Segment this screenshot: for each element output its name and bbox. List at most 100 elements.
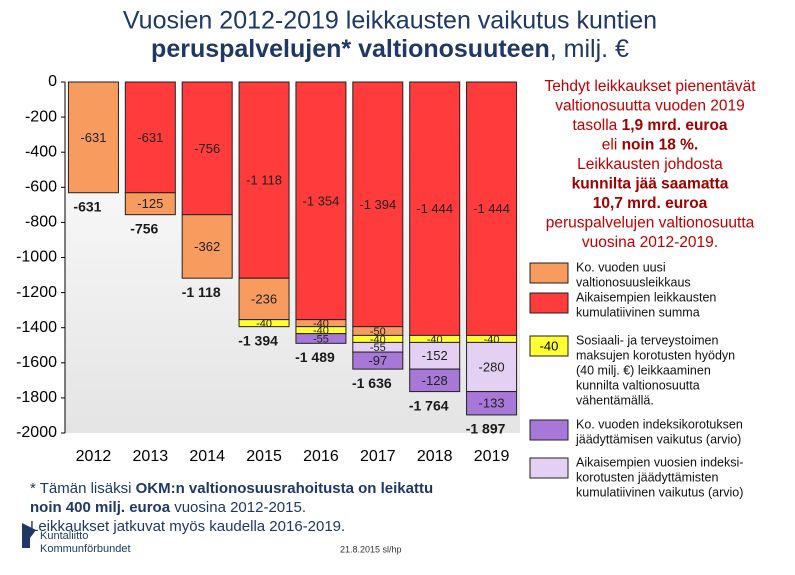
segment-label: -1 118 [246,173,282,188]
legend-label: Ko. vuoden indeksikorotuksen [576,417,743,431]
total-label: -1 118 [182,284,221,300]
bar-segment [67,81,119,194]
legend-swatch [529,457,569,479]
y-tick-label: -800 [25,214,57,231]
text-line: noin 400 milj. euroa vuosina 2012-2015. [30,499,306,516]
text-line: Tehdyt leikkaukset pienentävät [544,78,756,95]
bar-segment [295,81,347,321]
y-tick-label: -600 [25,179,57,196]
y-tick-label: -1400 [16,319,57,336]
legend-label: Ko. vuoden uusi [576,260,666,274]
y-tick-label: -400 [25,143,57,160]
bar-segment [238,81,290,279]
total-label: -1 636 [352,375,392,391]
x-tick-label: 2013 [133,448,169,465]
legend-label: maksujen korotusten hyödyn [576,348,735,362]
text-line: kunnilta jää saamatta [572,176,729,193]
x-tick-label: 2014 [189,448,225,465]
bar-segment [409,81,461,336]
title-bold: peruspalvelujen* valtionosuuteen [151,35,550,63]
segment-label: -1 354 [303,193,340,208]
legend-swatch [529,292,569,314]
y-tick-label: -1000 [16,249,57,266]
text-line: Leikkaukset jatkuvat myös kaudella 2016-… [30,518,345,535]
x-tick-label: 2018 [417,448,453,465]
legend-label: Aikaisempien vuosien indeksi- [576,455,743,469]
legend-label: (40 milj. €) leikkaaminen [576,363,711,377]
legend-label: Aikaisempien leikkausten [576,290,716,304]
bar-segment [181,81,233,216]
plain-text: peruspalvelujen valtionosuutta [546,215,755,232]
segment-label: -55 [370,342,386,354]
segment-label: -1 394 [359,197,396,212]
text-line: Leikkausten johdosta [577,156,723,173]
x-tick-label: 2015 [246,448,282,465]
text-line: tasolla 1,9 mrd. euroa [572,117,727,134]
bar-segment [409,368,461,393]
segment-label: -125 [137,196,163,211]
segment-label: -128 [422,373,448,388]
legend-label: jäädyttämisen vaikutus (arvio) [575,432,741,446]
text-line: eli noin 18 %. [602,137,698,154]
segment-label: -40 [256,318,272,330]
segment-label: -152 [422,348,448,363]
bar-segment [295,333,347,344]
legend-label: kumulatiivinen summa [576,305,700,319]
text-line: * Tämän lisäksi OKM:n valtionosuusrahoit… [30,480,433,497]
y-tick-label: 0 [48,73,57,90]
plain-text: tasolla [572,117,621,134]
segment-label: -1 444 [473,201,510,216]
x-tick-label: 2012 [76,448,112,465]
segment-label: -55 [313,333,329,345]
total-label: -1 394 [238,332,278,348]
x-tick-label: 2017 [360,448,396,465]
plain-text: Leikkausten johdosta [577,156,723,173]
segment-label: -133 [479,396,505,411]
logo-text: Kuntaliitto [40,530,88,542]
total-label: -1 489 [295,349,335,365]
legend-label: korotusten jäädyttämisten [576,470,718,484]
text-line: vuosina 2012-2019. [582,234,718,251]
bold-text: noin 18 %. [622,137,699,154]
bar-segment [352,81,404,328]
bar-segment [466,341,518,393]
segment-label: -362 [194,239,220,254]
bar-segment [352,351,404,370]
bold-text: OKM:n valtionosuusrahoitusta on leikattu [136,480,434,497]
legend-swatch [529,419,569,441]
total-label: -631 [73,198,101,214]
bar-segment [124,192,176,216]
y-tick-label: -200 [25,108,57,125]
y-tick-label: -2000 [16,424,57,441]
bar-segment [466,391,518,416]
bold-text: 10,7 mrd. euroa [593,195,708,212]
bar-segment [466,81,518,336]
bold-text: kunnilta jää saamatta [572,176,729,193]
plain-text: eli [602,137,622,154]
segment-label: -631 [80,130,106,145]
plain-text: Leikkaukset jatkuvat myös kaudella 2016-… [30,518,345,535]
bar-segment [238,319,290,328]
legend-label: kumulatiivinen vaikutus (arvio) [576,485,743,499]
plain-text: * Tämän lisäksi [30,480,136,497]
x-tick-label: 2019 [474,448,510,465]
legend-sample-label: -40 [540,338,559,353]
plain-text: valtionosuutta vuoden 2019 [555,98,745,115]
legend-label: Sosiaali- ja terveystoimen [576,333,718,347]
x-tick-label: 2016 [303,448,339,465]
title-rest: , milj. € [550,35,629,63]
bar-segment [124,81,176,194]
segment-label: -756 [194,141,220,156]
total-label: -756 [130,220,158,236]
segment-label: -1 444 [416,201,453,216]
plain-text: vuosina 2012-2019. [582,234,718,251]
text-line: peruspalvelujen valtionosuutta [546,215,755,232]
legend-label: valtionosuusleikkaus [576,275,691,289]
plain-text: vuosina 2012-2015. [170,499,306,516]
total-label: -1 897 [466,421,506,437]
segment-label: -97 [368,353,387,368]
segment-label: -236 [251,291,277,306]
text-line: 10,7 mrd. euroa [593,195,708,212]
segment-label: -631 [137,130,163,145]
bold-text: noin 400 milj. euroa [30,499,171,516]
